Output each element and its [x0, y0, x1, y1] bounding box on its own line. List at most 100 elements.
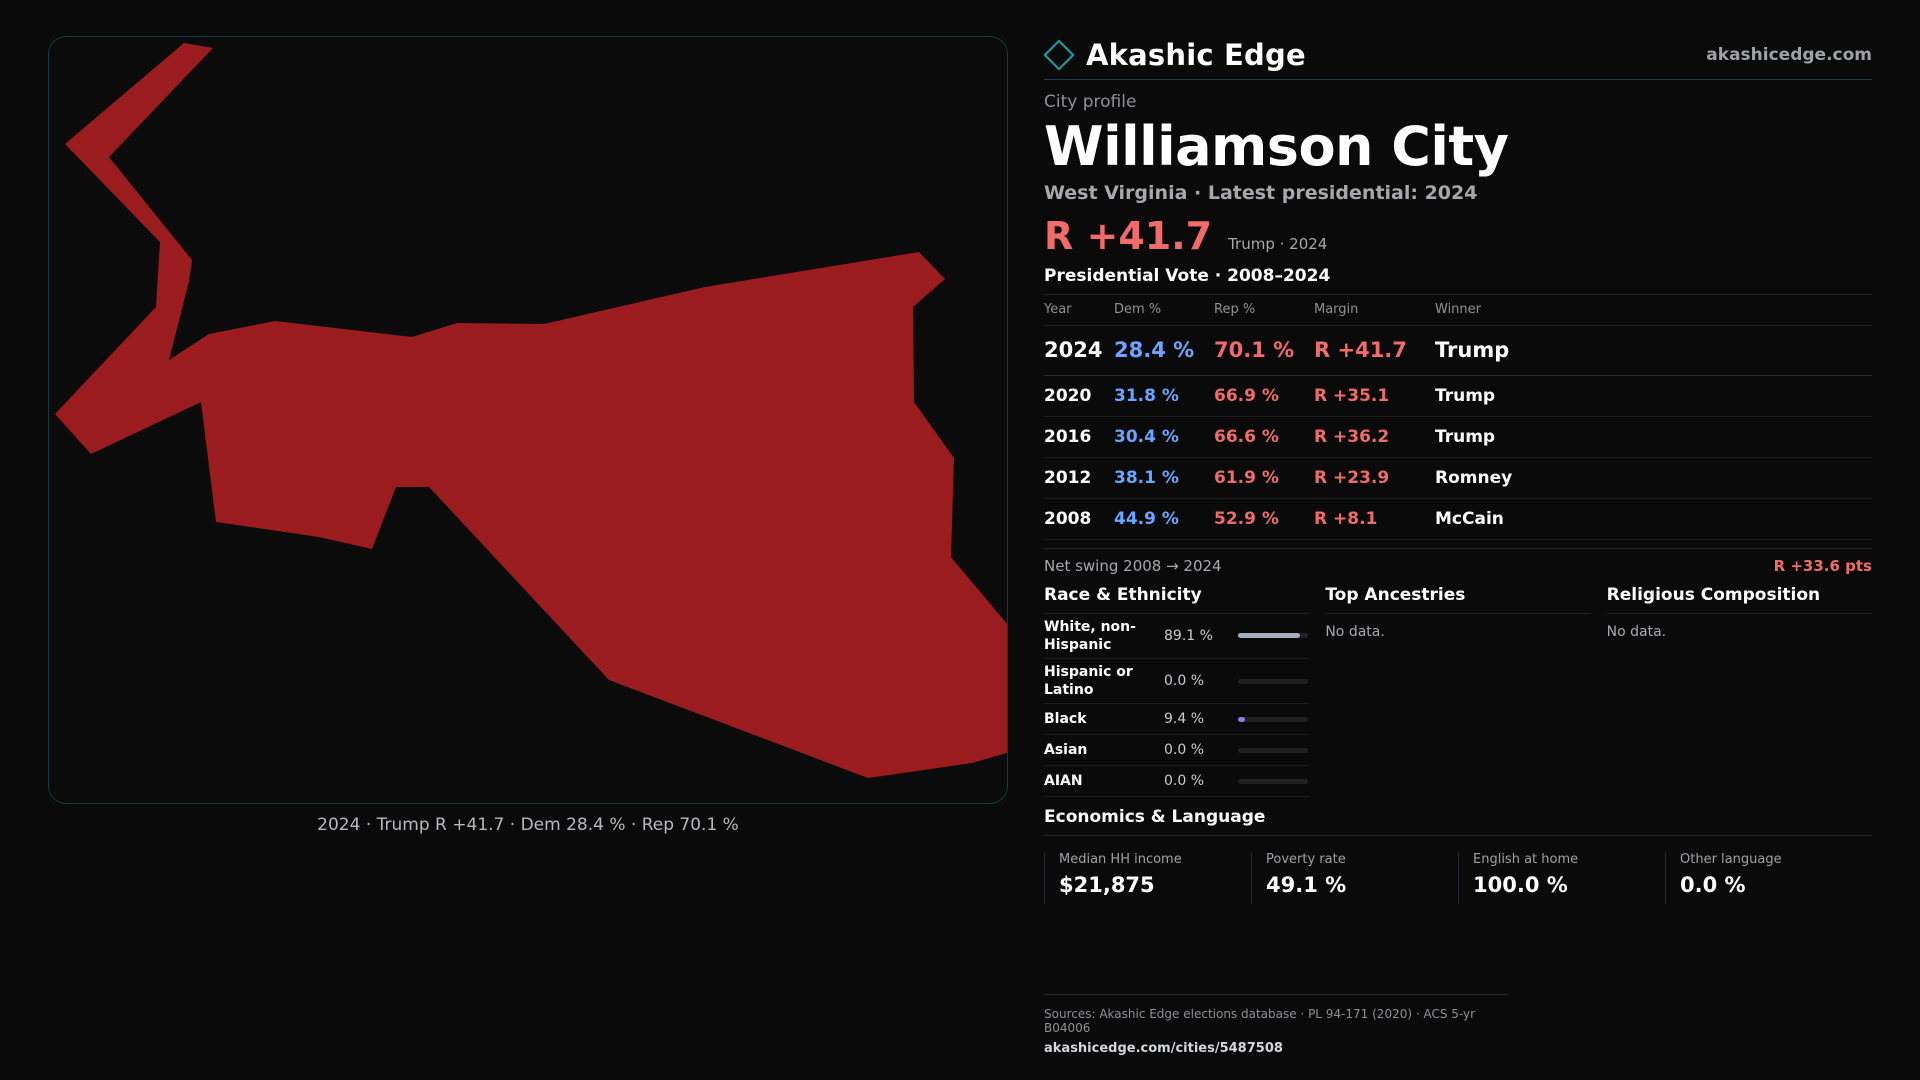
- footer: Sources: Akashic Edge elections database…: [1044, 994, 1508, 1056]
- race-ethnicity: Race & Ethnicity White, non-Hispanic 89.…: [1044, 585, 1310, 798]
- race-bar: [1238, 633, 1308, 639]
- econ-value: $21,875: [1059, 873, 1155, 898]
- cell-rep: 70.1 %: [1214, 325, 1314, 376]
- cell-year: 2020: [1044, 375, 1114, 417]
- race-value: 9.4 %: [1164, 711, 1205, 728]
- vote-table: Year Dem % Rep % Margin Winner 2024 28.4…: [1044, 295, 1872, 540]
- race-row: Hispanic or Latino 0.0 %: [1044, 659, 1310, 705]
- page-eyebrow: City profile: [1044, 92, 1137, 112]
- table-header-row: Year Dem % Rep % Margin Winner: [1044, 295, 1872, 326]
- econ-poverty-rate: Poverty rate 49.1 %: [1251, 852, 1458, 905]
- table-row: 2012 38.1 % 61.9 % R +23.9 Romney: [1044, 457, 1872, 499]
- header-margin: Margin: [1314, 295, 1435, 326]
- header-dem: Dem %: [1114, 295, 1214, 326]
- economics-title: Economics & Language: [1044, 807, 1872, 837]
- city-map[interactable]: [48, 36, 1008, 804]
- econ-value: 49.1 %: [1266, 873, 1347, 898]
- cell-margin: R +41.7: [1314, 325, 1435, 376]
- econ-label: Median HH income: [1059, 852, 1182, 868]
- cell-year: 2024: [1044, 325, 1114, 376]
- econ-english-at-home: English at home 100.0 %: [1458, 852, 1665, 905]
- race-bar: [1238, 716, 1308, 722]
- cell-rep: 52.9 %: [1214, 498, 1314, 540]
- race-bar: [1238, 747, 1308, 753]
- race-title: Race & Ethnicity: [1044, 585, 1310, 614]
- econ-value: 0.0 %: [1680, 873, 1746, 898]
- cell-dem: 38.1 %: [1114, 457, 1214, 499]
- race-row: AIAN 0.0 %: [1044, 766, 1310, 798]
- page-subtitle: West Virginia · Latest presidential: 202…: [1044, 182, 1478, 205]
- table-row: 2024 28.4 % 70.1 % R +41.7 Trump: [1044, 325, 1872, 376]
- site-link[interactable]: akashicedge.com: [1706, 44, 1872, 65]
- city-boundary-map: [55, 43, 1008, 778]
- vote-section-title: Presidential Vote · 2008–2024: [1044, 266, 1872, 296]
- header-winner: Winner: [1435, 295, 1872, 326]
- ancestries-title: Top Ancestries: [1325, 585, 1591, 614]
- cell-dem: 30.4 %: [1114, 416, 1214, 458]
- race-value: 0.0 %: [1164, 742, 1205, 759]
- cell-margin: R +23.9: [1314, 457, 1435, 499]
- race-label: Black: [1044, 711, 1087, 728]
- econ-label: English at home: [1473, 852, 1579, 868]
- cell-dem: 31.8 %: [1114, 375, 1214, 417]
- cell-winner: McCain: [1435, 498, 1872, 540]
- city-profile-panel: Akashic Edge akashicedge.com City profil…: [1043, 30, 1872, 905]
- swing-value: R +33.6 pts: [1773, 556, 1872, 575]
- cell-winner: Romney: [1435, 457, 1872, 499]
- race-bar: [1238, 778, 1308, 784]
- table-row: 2008 44.9 % 52.9 % R +8.1 McCain: [1044, 498, 1872, 540]
- header-rep: Rep %: [1214, 295, 1314, 326]
- sources-note: Sources: Akashic Edge elections database…: [1044, 1007, 1476, 1035]
- race-row: Black 9.4 %: [1044, 704, 1310, 736]
- econ-median-income: Median HH income $21,875: [1044, 852, 1251, 905]
- economics-grid: Median HH income $21,875 Poverty rate 49…: [1044, 852, 1872, 905]
- top-ancestries: Top Ancestries No data.: [1325, 585, 1591, 798]
- race-label: AIAN: [1044, 773, 1083, 790]
- brand-name: Akashic Edge: [1086, 37, 1306, 72]
- race-value: 89.1 %: [1164, 627, 1213, 644]
- net-swing: Net swing 2008 → 2024 R +33.6 pts: [1044, 547, 1872, 575]
- cell-winner: Trump: [1435, 416, 1872, 458]
- econ-other-language: Other language 0.0 %: [1665, 852, 1872, 905]
- page-title: Williamson City: [1044, 115, 1509, 178]
- religion-title: Religious Composition: [1606, 585, 1872, 614]
- religion-empty: No data.: [1606, 623, 1667, 640]
- latest-margin: R +41.7 Trump · 2024: [1044, 214, 1872, 258]
- brand[interactable]: Akashic Edge: [1043, 37, 1306, 72]
- race-label: Asian: [1044, 742, 1088, 759]
- race-row: Asian 0.0 %: [1044, 735, 1310, 767]
- race-bar-fill: [1238, 633, 1301, 639]
- margin-note: Trump · 2024: [1228, 235, 1328, 254]
- cell-year: 2012: [1044, 457, 1114, 499]
- table-row: 2020 31.8 % 66.9 % R +35.1 Trump: [1044, 375, 1872, 417]
- ancestries-empty: No data.: [1325, 623, 1385, 640]
- swing-label: Net swing 2008 → 2024: [1044, 556, 1222, 575]
- diamond-icon: [1043, 38, 1075, 71]
- cell-rep: 66.6 %: [1214, 416, 1314, 458]
- cell-year: 2016: [1044, 416, 1114, 458]
- cell-year: 2008: [1044, 498, 1114, 540]
- map-caption: 2024 · Trump R +41.7 · Dem 28.4 % · Rep …: [317, 815, 739, 835]
- cell-margin: R +35.1: [1314, 375, 1435, 417]
- cell-winner: Trump: [1435, 325, 1872, 376]
- cell-dem: 28.4 %: [1114, 325, 1214, 376]
- race-value: 0.0 %: [1164, 773, 1205, 790]
- religious-composition: Religious Composition No data.: [1606, 585, 1872, 798]
- header: Akashic Edge akashicedge.com: [1043, 30, 1872, 80]
- race-label: Hispanic or Latino: [1044, 663, 1133, 699]
- cell-margin: R +8.1: [1314, 498, 1435, 540]
- cell-rep: 66.9 %: [1214, 375, 1314, 417]
- cell-winner: Trump: [1435, 375, 1872, 417]
- margin-value: R +41.7: [1044, 214, 1213, 259]
- race-label: White, non-Hispanic: [1044, 618, 1136, 653]
- table-row: 2016 30.4 % 66.6 % R +36.2 Trump: [1044, 416, 1872, 458]
- cell-dem: 44.9 %: [1114, 498, 1214, 540]
- econ-label: Poverty rate: [1266, 852, 1346, 868]
- city-boundary-shape[interactable]: [55, 43, 1008, 778]
- econ-label: Other language: [1680, 852, 1782, 868]
- header-year: Year: [1044, 295, 1114, 326]
- race-bar: [1238, 678, 1308, 684]
- cell-rep: 61.9 %: [1214, 457, 1314, 499]
- page-url[interactable]: akashicedge.com/cities/5487508: [1044, 1041, 1283, 1056]
- econ-value: 100.0 %: [1473, 873, 1568, 898]
